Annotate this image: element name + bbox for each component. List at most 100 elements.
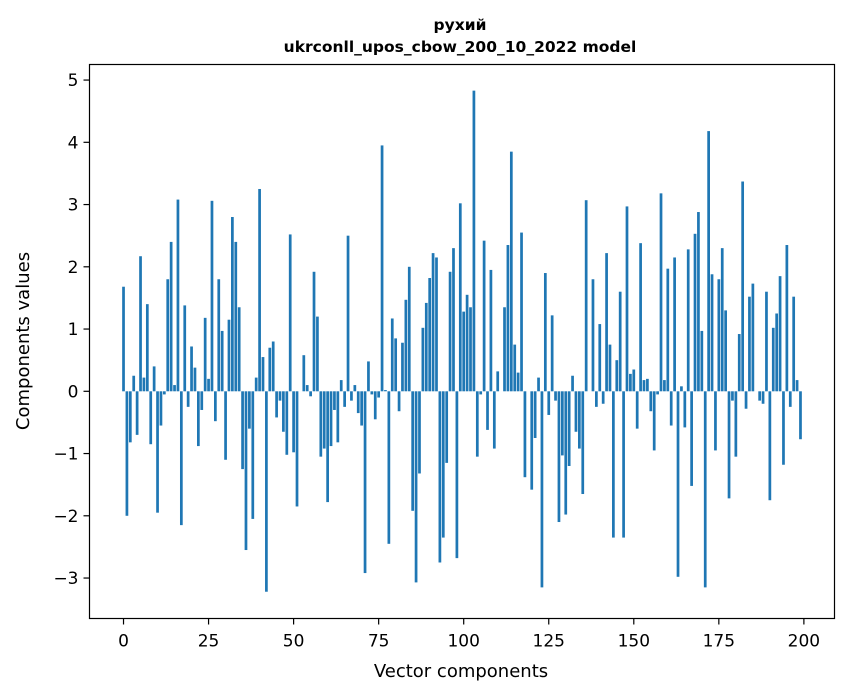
bar (197, 391, 200, 447)
bar (554, 391, 557, 401)
bar (523, 391, 527, 478)
bar (139, 256, 142, 392)
bar (618, 291, 622, 392)
x-tick-label: 75 (368, 632, 390, 652)
bar (567, 391, 571, 466)
bar (370, 391, 374, 395)
bar (135, 391, 139, 435)
bar (782, 391, 785, 465)
bar (254, 377, 258, 392)
bar (601, 391, 605, 404)
bar (727, 391, 731, 499)
bar (367, 361, 370, 392)
bar (642, 380, 646, 392)
bar (639, 243, 642, 392)
bar (373, 391, 377, 420)
bar (629, 373, 632, 392)
bar (380, 145, 384, 392)
bar (530, 391, 534, 490)
bar (292, 391, 295, 453)
bar (751, 283, 755, 392)
bar (513, 344, 517, 392)
bar (489, 269, 493, 392)
bar (322, 391, 326, 449)
bar (200, 391, 204, 410)
bar (792, 296, 796, 392)
bar (268, 347, 272, 392)
y-axis-ticks: −3 −2 −1 0 1 2 3 4 5 (53, 71, 90, 589)
y-tick-label: 1 (68, 320, 79, 340)
bar (462, 311, 466, 392)
bar (537, 377, 540, 392)
bar (516, 372, 520, 392)
bar (248, 391, 251, 429)
bar (465, 294, 469, 392)
bar (186, 391, 190, 407)
bar (799, 391, 802, 440)
bar (785, 245, 789, 392)
bar (598, 324, 602, 392)
bar (475, 391, 479, 457)
x-tick-label: 150 (618, 632, 650, 652)
y-tick-label: 3 (68, 196, 79, 216)
bar (503, 307, 506, 392)
bar (656, 391, 659, 395)
bar (350, 391, 353, 401)
bar (693, 233, 697, 392)
bar (377, 391, 381, 398)
bar (703, 391, 707, 588)
bar (717, 279, 721, 392)
bar (356, 391, 360, 414)
bar (336, 391, 340, 443)
bar (482, 240, 486, 392)
bar (595, 391, 598, 407)
bar (183, 305, 187, 392)
bar (632, 369, 636, 392)
bar (152, 366, 156, 392)
bar (179, 391, 183, 526)
bar (571, 375, 574, 392)
bar (214, 391, 217, 422)
bar (363, 391, 367, 574)
bar (329, 391, 333, 447)
bar (581, 391, 585, 495)
bar (720, 248, 724, 392)
bar (302, 355, 306, 392)
bar (159, 391, 163, 426)
bar (680, 386, 683, 392)
bar (795, 380, 799, 392)
bar (768, 391, 772, 501)
bar (407, 266, 411, 392)
bar (244, 391, 248, 551)
x-tick-label: 50 (283, 632, 305, 652)
bar (574, 391, 578, 432)
bar (278, 391, 282, 401)
bar (761, 391, 765, 404)
bar (258, 188, 261, 392)
bar (326, 391, 329, 503)
bar (533, 391, 537, 438)
bar (309, 391, 312, 397)
bar (166, 279, 170, 392)
y-tick-label: 0 (68, 382, 79, 402)
bar (339, 380, 343, 392)
bar (659, 193, 663, 392)
x-tick-label: 175 (703, 632, 735, 652)
bar (765, 291, 768, 392)
bar (472, 90, 476, 392)
bar (625, 206, 629, 392)
bar (285, 391, 289, 455)
bar (492, 391, 496, 449)
bar (397, 391, 401, 412)
x-axis-ticks: 0 25 50 75 100 125 150 175 200 (118, 618, 820, 652)
bar (360, 391, 364, 426)
bar (744, 391, 748, 409)
bar (145, 304, 149, 392)
bar (234, 241, 238, 392)
bar (775, 313, 779, 392)
bar (193, 367, 197, 392)
bar (203, 317, 207, 392)
bar (424, 302, 428, 392)
bar (673, 257, 676, 392)
bar (217, 279, 221, 392)
